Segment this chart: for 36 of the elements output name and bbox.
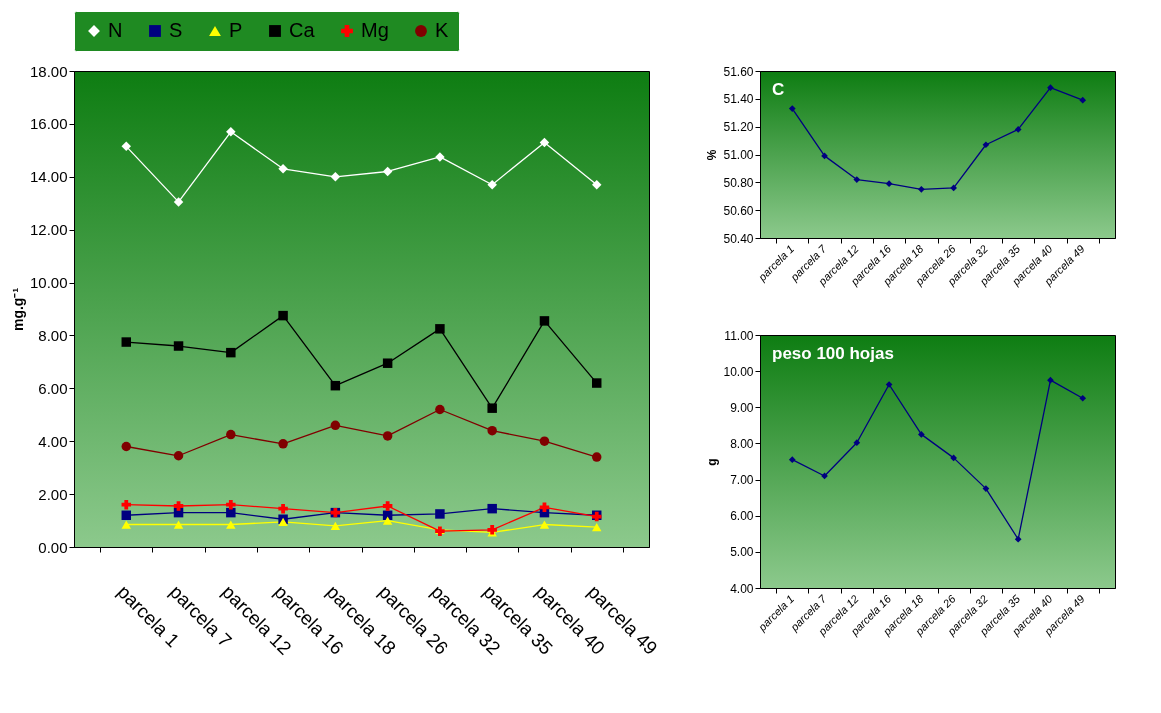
y-tick-label: 50.80 — [723, 175, 754, 190]
y-tick-label: 51.40 — [723, 92, 754, 107]
y-axis-title: g — [705, 458, 720, 466]
y-tick-label: 51.20 — [723, 120, 754, 135]
y-tick-label: 6.00 — [730, 509, 754, 524]
legend-label: P — [229, 19, 243, 41]
y-tick-label: 4.00 — [38, 432, 68, 450]
y-tick-label: 16.00 — [29, 115, 68, 133]
y-tick-label: 18.00 — [29, 62, 68, 80]
y-tick-label: 0.00 — [38, 538, 68, 556]
y-tick-label: 11.00 — [724, 328, 754, 343]
legend-label: Ca — [289, 19, 316, 41]
y-tick-label: 10.00 — [723, 364, 754, 379]
legend-label: K — [435, 19, 449, 41]
y-tick-label: 7.00 — [730, 473, 754, 488]
y-axis-title: mg.g⁻¹ — [9, 287, 26, 332]
y-tick-label: 2.00 — [38, 485, 68, 503]
y-tick-label: 51.00 — [723, 148, 754, 162]
y-tick-label: 12.00 — [29, 221, 68, 239]
y-tick-label: 10.00 — [29, 274, 68, 292]
y-tick-label: 51.60 — [723, 64, 754, 79]
legend-label: N — [108, 19, 123, 41]
y-tick-label: 4.00 — [730, 581, 754, 596]
y-tick-label: 5.00 — [730, 545, 754, 560]
text: C — [772, 80, 785, 99]
y-tick-label: 50.40 — [723, 231, 754, 246]
legend-label: S — [169, 19, 183, 41]
text: peso 100 hojas — [772, 344, 894, 363]
y-tick-label: 14.00 — [29, 168, 68, 186]
y-tick-label: 9.00 — [730, 400, 754, 415]
y-tick-label: 8.00 — [38, 326, 68, 344]
y-tick-label: 6.00 — [38, 379, 68, 397]
y-tick-label: 8.00 — [730, 436, 754, 451]
y-tick-label: 50.60 — [723, 203, 754, 218]
y-axis-title: % — [705, 149, 720, 161]
legend-label: Mg — [361, 19, 389, 41]
